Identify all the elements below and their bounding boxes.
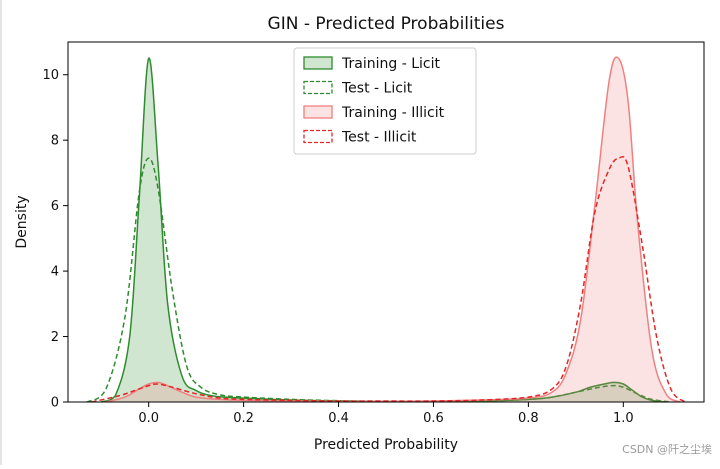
y-tick-label: 2 [51,330,59,345]
test-illicit-line [91,155,686,403]
training-licit-area [101,58,667,402]
legend-label-training-illicit: Training - Illicit [341,105,445,121]
watermark: CSDN @阡之尘埃 [622,443,712,456]
x-tick-label: 0.4 [328,411,349,426]
legend-swatch-test-licit [303,80,333,95]
x-tick-label: 0.0 [138,411,159,426]
y-tick-label: 8 [51,134,59,149]
left-edge-divider [0,0,2,465]
series-layer [86,56,686,403]
chart-title: GIN - Predicted Probabilities [268,14,505,34]
y-tick-label: 0 [51,396,59,411]
legend-swatch-test-illicit [303,129,333,144]
y-tick-label: 6 [51,199,59,214]
plot-frame [67,41,705,403]
x-tick-label: 0.8 [518,411,539,426]
legend-box [293,47,477,155]
x-tick-label: 0.2 [233,411,254,426]
test-licit-line [86,157,671,403]
x-tick-label: 0.6 [423,411,444,426]
legend-swatch-training-illicit [303,105,333,119]
legend-swatch-training-licit [303,56,333,70]
legend: Training - Licit Test - Licit Training - I… [293,47,477,155]
legend-label-test-licit: Test - Licit [341,81,413,97]
legend-label-training-licit: Training - Licit [341,56,440,72]
x-axis: 0.0 0.2 0.4 0.6 0.8 1.0 [138,402,634,426]
y-tick-label: 4 [51,265,59,280]
training-illicit-area [105,57,681,403]
x-tick-label: 1.0 [613,411,634,426]
y-tick-label: 10 [42,68,59,83]
x-axis-label: Predicted Probability [314,437,458,453]
legend-label-test-illicit: Test - Illicit [341,130,417,146]
y-axis: 0 2 4 6 8 10 [42,68,68,411]
y-axis-label: Density [14,195,30,248]
